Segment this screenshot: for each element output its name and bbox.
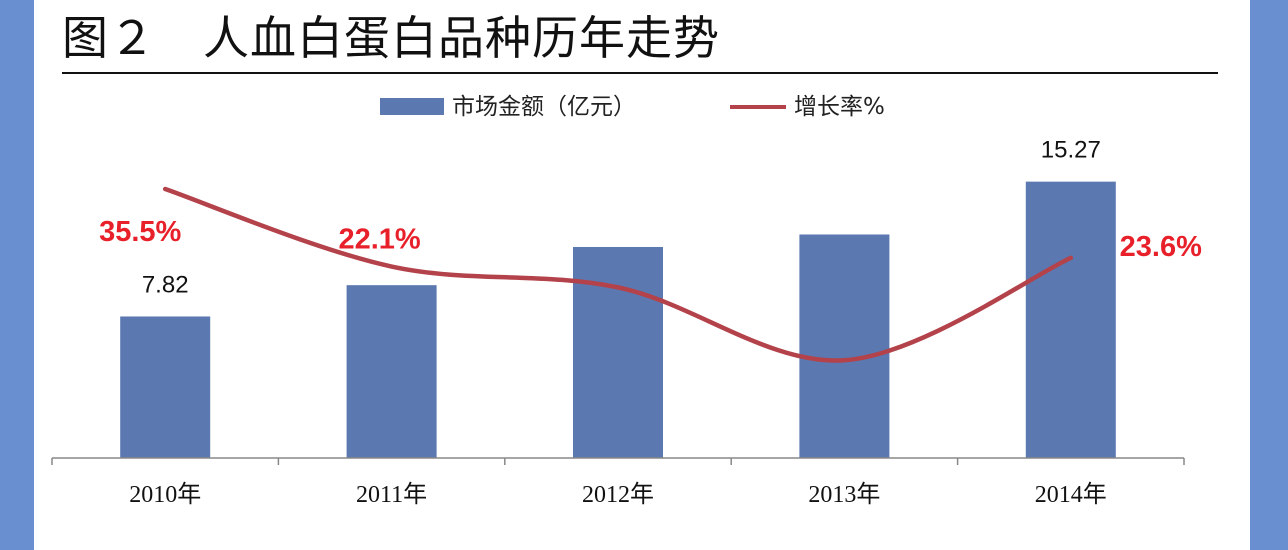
bar [799, 234, 890, 458]
bar-data-label: 15.27 [1041, 137, 1101, 164]
bar [346, 285, 437, 458]
right-side-bar [1250, 0, 1288, 550]
title-rule [62, 72, 1218, 74]
x-tick-label: 2013年 [808, 481, 880, 508]
legend-line-label: 增长率% [794, 94, 885, 120]
legend: 市场金额（亿元） 增长率% [380, 94, 885, 120]
x-tick-label: 2014年 [1035, 481, 1107, 508]
legend-bar-label: 市场金额（亿元） [452, 94, 636, 120]
bar [120, 316, 211, 458]
rate-data-label: 22.1% [338, 224, 420, 256]
rate-data-label: 35.5% [99, 216, 181, 248]
chart-title: 图２ 人血白蛋白品种历年走势 [62, 11, 720, 65]
x-tick-label: 2010年 [129, 481, 201, 508]
chart: 市场金额（亿元） 增长率% 2010年 2011年 2012年 2013年 2014年 … [51, 94, 1202, 508]
bars [120, 181, 1116, 458]
bar [1025, 181, 1116, 458]
bar [573, 246, 663, 458]
rate-data-label: 23.6% [1120, 231, 1202, 263]
x-tick-label: 2012年 [582, 481, 654, 508]
x-tick-labels: 2010年 2011年 2012年 2013年 2014年 [129, 481, 1107, 508]
x-tick-label: 2011年 [356, 481, 427, 508]
bar-data-labels: 7.82 15.27 [142, 137, 1101, 299]
x-ticks [51, 458, 1185, 465]
growth-rate-line [162, 186, 1074, 363]
legend-bar-swatch [380, 98, 444, 115]
rate-data-labels: 35.5% 22.1% 23.6% [99, 216, 1202, 263]
left-side-bar [0, 0, 34, 550]
bar-data-label: 7.82 [142, 271, 189, 298]
